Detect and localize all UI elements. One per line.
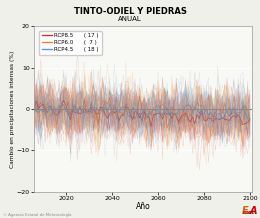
Text: A: A [250, 206, 257, 216]
Text: E: E [242, 206, 248, 216]
Text: TINTO-ODIEL Y PIEDRAS: TINTO-ODIEL Y PIEDRAS [74, 7, 186, 15]
Text: © Agencia Estatal de Meteorología: © Agencia Estatal de Meteorología [3, 213, 71, 217]
Text: ANUAL: ANUAL [118, 16, 142, 22]
Text: met: met [243, 210, 255, 215]
Y-axis label: Cambio en precipitaciones intensas (%): Cambio en precipitaciones intensas (%) [10, 50, 15, 168]
Legend: RCP8.5      ( 17 ), RCP6.0      (  7 ), RCP4.5      ( 18 ): RCP8.5 ( 17 ), RCP6.0 ( 7 ), RCP4.5 ( 18… [39, 31, 102, 55]
X-axis label: Año: Año [136, 202, 150, 211]
